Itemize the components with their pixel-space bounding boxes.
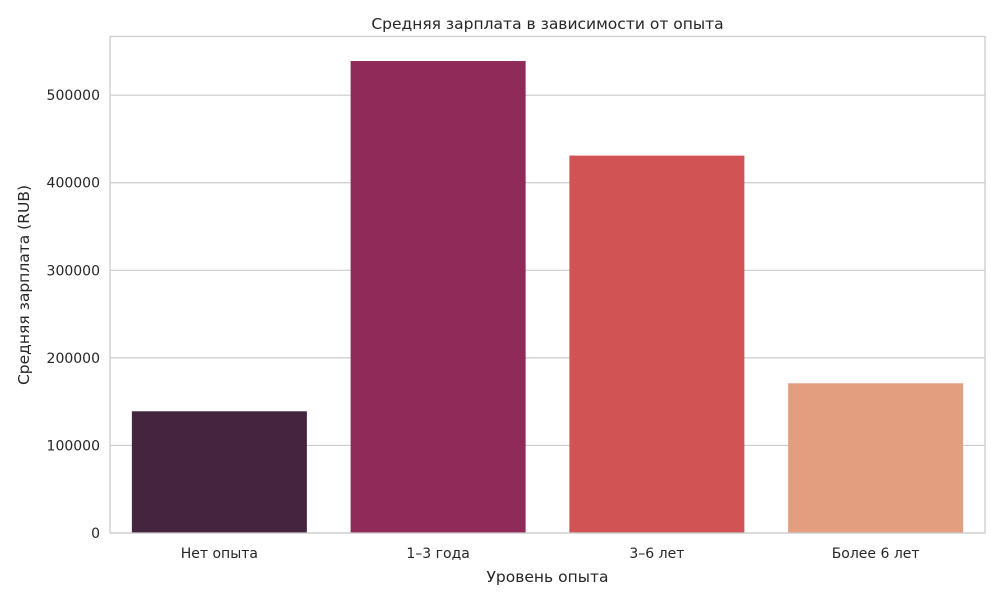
y-tick-label: 400000: [47, 176, 100, 192]
bar: [569, 155, 745, 533]
x-axis-title: Уровень опыта: [486, 568, 608, 586]
x-tick-label: 3–6 лет: [629, 546, 684, 562]
x-tick-label: Нет опыта: [181, 546, 258, 562]
bars: [131, 61, 964, 533]
y-tick-label: 200000: [47, 351, 100, 367]
x-tick-label: Более 6 лет: [832, 546, 920, 562]
y-tick-label: 0: [91, 526, 100, 542]
y-tick-label: 500000: [47, 88, 100, 104]
y-tick-label: 300000: [47, 263, 100, 279]
x-tick-label: 1–3 года: [406, 546, 469, 562]
bar: [131, 411, 307, 533]
bar: [350, 61, 526, 533]
plot-frame: [109, 35, 986, 534]
y-tick-labels: 0 100000 200000 300000 400000 500000: [47, 88, 100, 542]
y-tick-label: 100000: [47, 438, 100, 454]
chart-title: Средняя зарплата в зависимости от опыта: [371, 15, 723, 33]
bar: [788, 383, 964, 533]
x-tick-labels: Нет опыта 1–3 года 3–6 лет Более 6 лет: [181, 546, 920, 562]
y-axis-title: Средняя зарплата (RUB): [15, 185, 33, 385]
